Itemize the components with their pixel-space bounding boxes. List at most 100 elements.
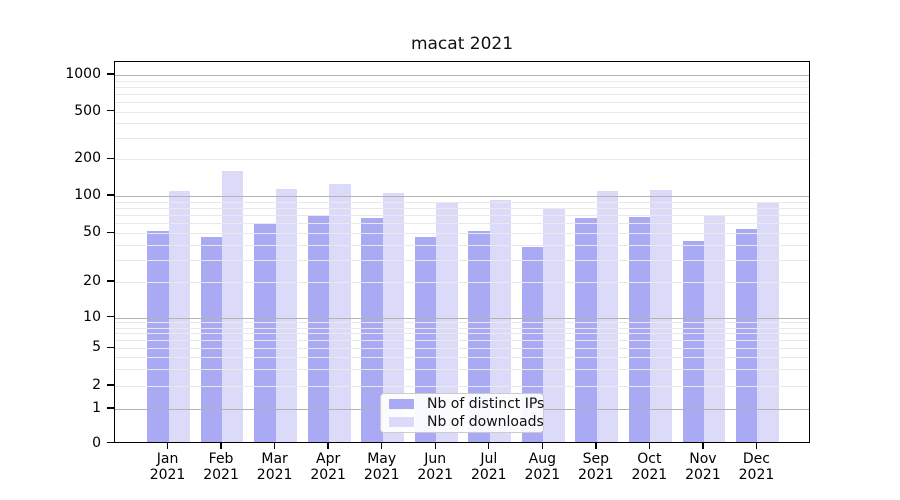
x-tick-label: Jan 2021 [133,451,203,483]
x-tick-year: 2021 [578,467,614,483]
bar-downloads-mar [275,189,298,442]
y-tick-label: 50 [83,224,101,241]
gridline-major [115,317,809,319]
bar-downloads-jan [168,190,190,442]
gridline-minor [115,386,809,387]
x-tick-mark [434,443,436,449]
bar-downloads-oct [650,189,672,442]
y-tick-label: 10 [83,308,101,325]
bar-downloads-jun [436,201,458,442]
bar-distinct-ips-apr [307,215,330,442]
gridline-minor [115,201,809,203]
bar-downloads-nov [703,215,726,442]
gridline-minor [115,369,809,371]
x-tick-year: 2021 [685,467,721,483]
gridline-minor [115,93,809,95]
plot-area [114,61,810,443]
bar-distinct-ips-jul [468,231,490,442]
legend-swatch-downloads [389,417,414,427]
x-tick-label: Jun 2021 [400,451,470,483]
x-tick-label: Jul 2021 [454,451,524,483]
y-tick-mark [107,441,114,444]
x-tick-month: May [367,451,397,467]
y-tick-mark [107,346,114,348]
bar-distinct-ips-nov [682,241,704,442]
x-tick-year: 2021 [310,467,346,483]
bar-downloads-sep [596,190,619,442]
legend-label-distinct-ips: Nb of distinct IPs [427,396,545,412]
x-tick-year: 2021 [524,467,561,483]
y-tick-label: 0 [92,434,101,451]
x-tick-year: 2021 [738,467,775,483]
x-tick-month: Mar [261,451,288,467]
x-tick-year: 2021 [203,467,239,483]
gridline-minor [115,111,809,113]
x-tick-month: Apr [316,451,341,467]
gridline-minor [115,333,809,335]
bar-downloads-apr [329,183,351,442]
y-tick-mark [107,194,114,196]
gridline-minor [115,322,809,324]
legend: Nb of distinct IPs Nb of downloads [380,393,544,433]
y-tick-mark [107,231,114,233]
bar-distinct-ips-feb [200,236,223,442]
x-tick-month: Feb [208,451,234,467]
x-tick-mark [702,443,704,449]
x-tick-month: Jan [156,451,179,467]
y-tick-label: 2 [92,377,101,393]
bar-distinct-ips-jun [414,236,437,442]
x-tick-month: Jun [424,451,447,467]
x-tick-label: Oct 2021 [614,451,684,483]
x-tick-mark [755,443,758,449]
y-tick-mark [107,384,114,386]
chart-title: macat 2021 [410,34,514,54]
y-tick-label: 5 [92,339,101,356]
x-tick-year: 2021 [256,467,293,483]
gridline-minor [115,282,809,283]
x-tick-month: Nov [689,451,717,467]
y-tick-label: 200 [74,150,101,167]
gridline-minor [115,223,809,225]
gridline-minor [115,357,809,359]
y-tick-mark [107,280,114,282]
x-tick-year: 2021 [631,467,668,483]
x-tick-mark [380,443,383,449]
y-tick-mark [107,407,114,409]
gridline-minor [115,86,809,88]
gridline-minor [115,233,809,235]
gridline-minor [115,260,809,262]
x-tick-label: Dec 2021 [721,451,791,483]
gridline-major [115,196,809,197]
x-tick-mark [541,443,543,449]
x-tick-label: May 2021 [347,451,417,483]
bar-downloads-jul [489,199,512,442]
x-tick-label: Sep 2021 [561,451,631,483]
gridline-minor [115,159,809,161]
gridline-minor [115,208,809,209]
x-tick-year: 2021 [470,467,507,483]
gridline-minor [115,102,809,104]
y-tick-label: 1 [92,400,101,416]
legend-swatch-distinct-ips [389,399,414,409]
gridline-minor [115,245,809,247]
y-tick-mark [107,110,114,112]
y-tick-label: 100 [74,187,101,203]
x-tick-month: Aug [528,451,556,467]
x-tick-mark [220,443,222,449]
x-tick-month: Dec [742,451,770,467]
x-tick-month: Jul [480,451,498,467]
x-tick-label: Apr 2021 [293,451,363,483]
bar-distinct-ips-jan [147,231,169,442]
legend-row: Nb of downloads [389,414,544,430]
x-tick-label: Mar 2021 [240,451,310,483]
y-tick-label: 20 [83,273,101,289]
x-tick-year: 2021 [363,467,400,483]
y-tick-mark [107,73,114,75]
gridline-minor [115,348,809,350]
x-tick-mark [488,443,490,449]
bar-downloads-feb [222,171,244,442]
gridline-minor [115,80,809,82]
x-tick-mark [273,443,276,449]
gridline-minor [115,327,809,329]
